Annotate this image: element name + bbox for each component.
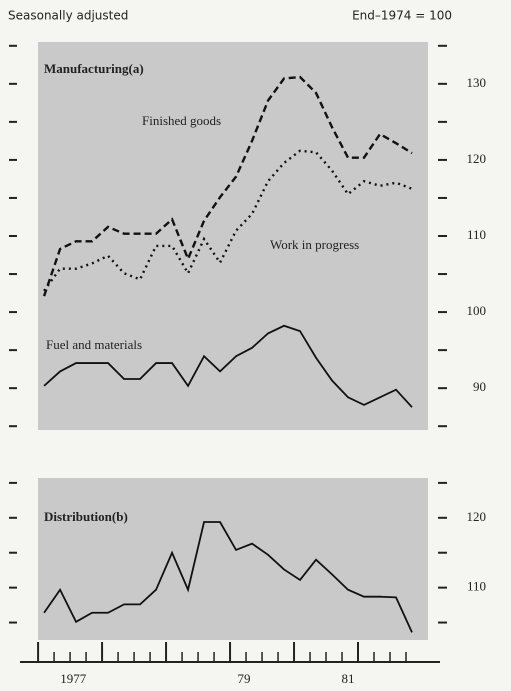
line-series xyxy=(42,75,413,297)
x-tick-label: 1977 xyxy=(60,671,87,686)
panel xyxy=(38,478,428,640)
y-tick-label: 90 xyxy=(473,379,486,394)
x-tick-label: 79 xyxy=(238,671,251,686)
annotation: Distribution(b) xyxy=(44,509,128,524)
annotation: Work in progress xyxy=(270,237,359,252)
annotation: Fuel and materials xyxy=(46,337,142,352)
header-right: End–1974 = 100 xyxy=(352,9,452,23)
line-series xyxy=(43,521,413,633)
y-tick-label: 120 xyxy=(467,509,487,524)
y-tick-label: 110 xyxy=(467,227,486,242)
annotation: Finished goods xyxy=(142,113,221,128)
y-tick-label: 130 xyxy=(467,75,487,90)
header-left: Seasonally adjusted xyxy=(8,9,128,23)
y-tick-label: 120 xyxy=(467,151,487,166)
line-series xyxy=(43,324,413,408)
panel xyxy=(38,42,428,430)
annotation: Manufacturing(a) xyxy=(44,61,144,76)
y-tick-label: 100 xyxy=(467,303,487,318)
line-series xyxy=(43,149,413,292)
y-tick-label: 110 xyxy=(467,579,486,594)
x-tick-label: 81 xyxy=(342,671,355,686)
